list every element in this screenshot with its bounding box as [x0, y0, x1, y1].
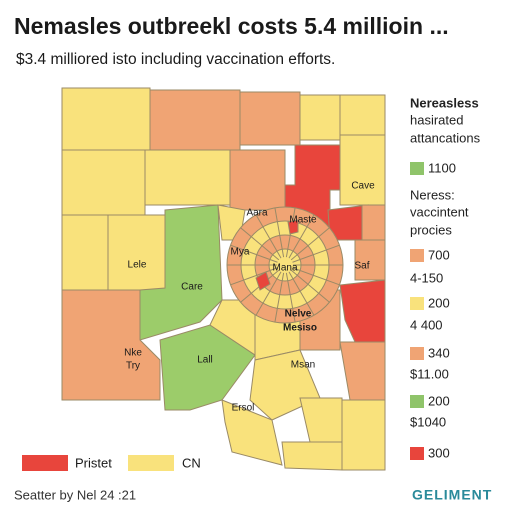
map-label: Care — [181, 282, 203, 293]
center-spoke — [274, 272, 285, 323]
map-label: Msan — [291, 360, 315, 371]
map-region — [255, 271, 271, 291]
map-label: Nelve — [285, 309, 312, 320]
map-region — [61, 214, 109, 291]
legend-swatch — [410, 447, 424, 460]
map-label: Try — [126, 361, 140, 372]
legend-item: $1040 — [410, 414, 446, 429]
legend-swatch — [410, 162, 424, 175]
map-label: Nke — [124, 348, 142, 359]
center-spoke — [288, 214, 315, 259]
legend-swatch — [410, 297, 424, 310]
legend-item: 200 — [428, 393, 450, 408]
map-label: Mya — [231, 247, 250, 258]
map-region — [239, 91, 301, 146]
legend-swatch — [410, 347, 424, 360]
legend-heading: attancations — [410, 130, 481, 145]
map-label: Lall — [197, 355, 213, 366]
legend-item: 300 — [428, 445, 450, 460]
legend-heading: hasirated — [410, 112, 463, 127]
legend-heading: Nereasless — [410, 95, 479, 110]
legend-item: 340 — [428, 345, 450, 360]
map-region — [139, 204, 223, 341]
center-spoke — [290, 269, 330, 303]
title: Nemasles outbreekl costs 5.4 millioin ..… — [14, 13, 449, 39]
center-spoke — [230, 267, 278, 286]
center-spoke — [255, 214, 282, 259]
center-spoke — [230, 244, 278, 263]
map-region — [287, 219, 299, 235]
map-region — [339, 94, 386, 136]
legend-item: CN — [182, 455, 201, 470]
legend-item: $11.00 — [410, 366, 449, 381]
legend-subheading: Neress: — [410, 187, 455, 202]
legend: Nereasless hasirated attancations 1100 N… — [410, 95, 481, 460]
center-spoke — [285, 272, 296, 323]
legend-item: 200 — [428, 295, 450, 310]
map-region — [299, 94, 341, 141]
map-label: Maste — [289, 215, 317, 226]
map-center — [226, 206, 344, 324]
center-spoke — [292, 244, 340, 263]
legend-swatch — [22, 455, 68, 471]
map-region — [354, 239, 386, 281]
map-region — [221, 399, 283, 466]
map-region — [361, 204, 386, 241]
map-regions — [61, 87, 386, 471]
legend-item: 4-150 — [410, 270, 443, 285]
legend-item: 700 — [428, 247, 450, 262]
map-region — [339, 134, 386, 206]
legend-subheading: vaccintent — [410, 204, 469, 219]
center-spoke — [288, 271, 315, 316]
footer-source: Seatter by Nel 24 :21 — [14, 487, 136, 502]
center-spoke — [292, 267, 340, 286]
map-label: Mana — [272, 263, 297, 274]
map-label: Cave — [351, 181, 375, 192]
map-label: Mesiso — [283, 323, 317, 334]
legend-item: Pristet — [75, 455, 112, 470]
map-region — [107, 214, 166, 291]
map-label: Lele — [128, 260, 147, 271]
legend-subheading: procies — [410, 222, 452, 237]
map-region — [61, 149, 146, 216]
center-spoke — [255, 271, 282, 316]
legend-swatch — [128, 455, 174, 471]
map-region — [144, 149, 231, 206]
map-label: Ersol — [232, 403, 255, 414]
map-region — [61, 289, 161, 401]
legend-swatch — [410, 249, 424, 262]
map-region — [229, 149, 286, 211]
legend-item: 4 400 — [410, 317, 443, 332]
subtitle: $3.4 milliored isto including vaccinatio… — [16, 51, 335, 68]
legend-swatch — [410, 395, 424, 408]
footer-brand: GELIMENT — [412, 487, 492, 503]
legend-item: 1100 — [428, 160, 456, 175]
center-spoke — [274, 207, 285, 258]
map-label: Saf — [354, 261, 369, 272]
map-region — [61, 87, 151, 151]
bottom-legend: Pristet CN — [22, 455, 201, 471]
map-region — [149, 89, 241, 151]
map-region — [341, 399, 386, 471]
center-spoke — [290, 227, 330, 261]
center-spoke — [240, 227, 280, 261]
map-label: Aara — [246, 208, 268, 219]
map-region — [281, 441, 343, 471]
